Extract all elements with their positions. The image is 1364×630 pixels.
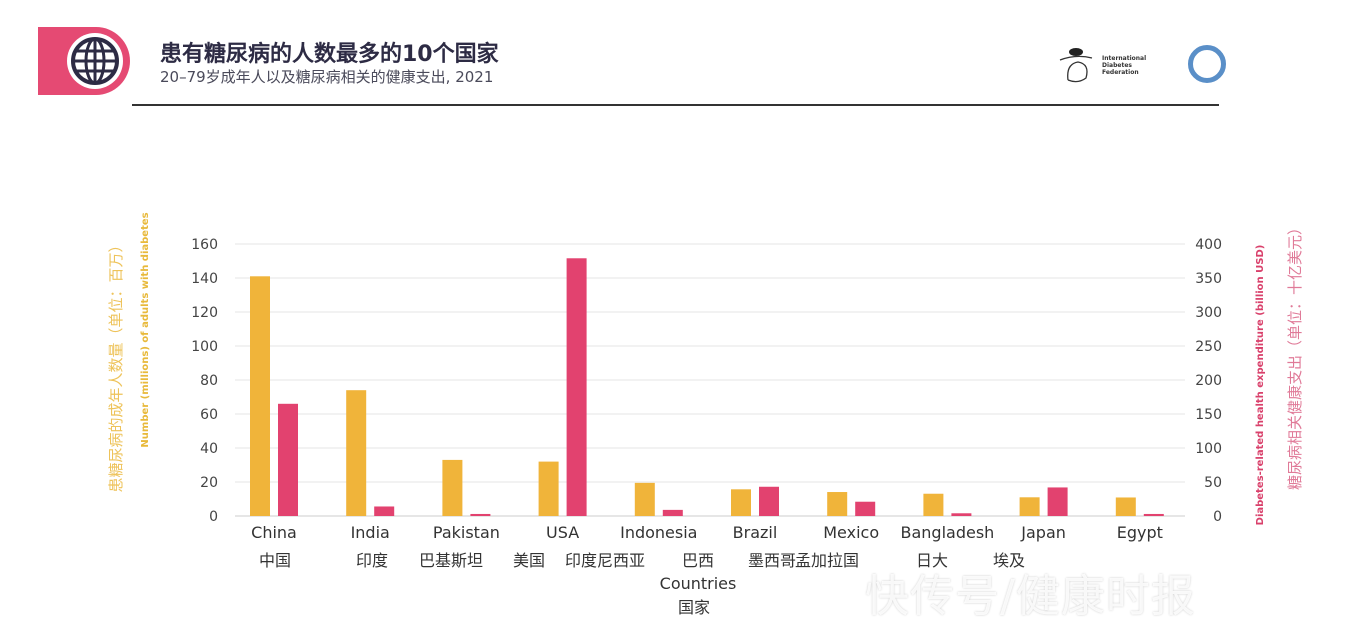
y-left-tick-label: 160 <box>191 237 218 253</box>
bar-expenditure-pakistan <box>470 513 491 516</box>
y-right-tick-label: 250 <box>1195 339 1222 355</box>
y-right-tick-label: 50 <box>1204 475 1222 491</box>
bar-expenditure-mexico <box>855 501 876 516</box>
x-tick-label-cn: 印度尼西亚 <box>565 551 645 570</box>
y-left-tick-label: 100 <box>191 339 218 355</box>
blue-circle-icon <box>1188 45 1226 83</box>
y-left-tick-label: 80 <box>200 373 218 389</box>
watermark: 快传号/健康时报 <box>865 571 1196 622</box>
y-right-tick-label: 150 <box>1195 407 1222 423</box>
header-divider <box>132 104 1219 106</box>
bar-adults-india <box>346 390 367 516</box>
y-left-axis-label-cn: 患糖尿病的成年人数量（单位：百万） <box>107 237 125 492</box>
y-left-axis-label: Number (millions) of adults with diabete… <box>140 212 151 447</box>
y-left-tick-label: 140 <box>191 271 218 287</box>
x-tick-label-cn: 墨西哥 <box>748 551 796 570</box>
x-tick-label: Pakistan <box>433 523 500 542</box>
y-left-tick-label: 60 <box>200 407 218 423</box>
bar-expenditure-egypt <box>1143 513 1164 516</box>
x-axis-label: Countries <box>660 574 737 593</box>
bar-adults-bangladesh <box>923 493 944 516</box>
x-tick-label: Bangladesh <box>900 523 994 542</box>
y-left-tick-label: 120 <box>191 305 218 321</box>
bar-adults-egypt <box>1115 497 1136 516</box>
y-left-tick-label: 0 <box>209 509 218 525</box>
x-tick-label: Japan <box>1020 523 1066 542</box>
y-left-tick-label: 20 <box>200 475 218 491</box>
x-tick-label-cn: 中国 <box>259 551 291 570</box>
x-tick-label: Mexico <box>823 523 879 542</box>
bar-adults-japan <box>1019 497 1040 516</box>
bar-adults-china <box>250 276 270 516</box>
bar-adults-usa <box>538 461 559 516</box>
y-right-tick-label: 100 <box>1195 441 1222 457</box>
x-tick-label: Egypt <box>1117 523 1163 542</box>
x-tick-label: Brazil <box>733 523 778 542</box>
page-title: 患有糖尿病的人数最多的10个国家 <box>160 42 499 67</box>
x-tick-label-cn: 孟加拉国 <box>795 551 859 570</box>
idf-logo-text: International Diabetes Federation <box>1102 55 1147 76</box>
y-right-tick-label: 350 <box>1195 271 1222 287</box>
y-left-tick-label: 40 <box>200 441 218 457</box>
x-tick-label: USA <box>546 523 579 542</box>
bar-adults-indonesia <box>634 482 655 516</box>
bar-expenditure-china <box>278 403 298 516</box>
bar-expenditure-bangladesh <box>951 513 972 516</box>
bar-expenditure-indonesia <box>662 509 683 516</box>
y-right-axis-label-cn: 糖尿病相关健康支出（单位：十亿美元） <box>1286 220 1304 490</box>
x-tick-label: India <box>351 523 390 542</box>
bar-adults-mexico <box>827 492 848 516</box>
x-axis-label-cn: 国家 <box>678 598 710 617</box>
bar-adults-brazil <box>731 489 751 516</box>
bar-expenditure-usa <box>566 258 587 516</box>
x-tick-label-cn: 日大 <box>916 551 948 570</box>
y-right-tick-label: 200 <box>1195 373 1222 389</box>
x-tick-label-cn: 埃及 <box>993 551 1025 570</box>
globe-icon <box>67 33 123 89</box>
page-subtitle: 20–79岁成年人以及糖尿病相关的健康支出, 2021 <box>160 68 494 86</box>
y-right-tick-label: 400 <box>1195 237 1222 253</box>
x-tick-label-cn: 美国 <box>513 551 545 570</box>
x-tick-label-cn: 巴基斯坦 <box>419 551 483 570</box>
y-right-axis-label: Diabetes-related health expenditure (bil… <box>1255 245 1266 526</box>
y-right-tick-label: 300 <box>1195 305 1222 321</box>
idf-logo-icon <box>1059 48 1093 83</box>
bar-expenditure-japan <box>1047 487 1068 516</box>
x-tick-label-cn: 巴西 <box>682 551 714 570</box>
bar-adults-pakistan <box>442 459 463 516</box>
bar-expenditure-india <box>374 506 395 516</box>
bar-expenditure-brazil <box>759 486 779 516</box>
y-right-tick-label: 0 <box>1213 509 1222 525</box>
x-tick-label-cn: 印度 <box>356 551 388 570</box>
x-tick-label: Indonesia <box>620 523 697 542</box>
x-tick-label: China <box>251 523 297 542</box>
